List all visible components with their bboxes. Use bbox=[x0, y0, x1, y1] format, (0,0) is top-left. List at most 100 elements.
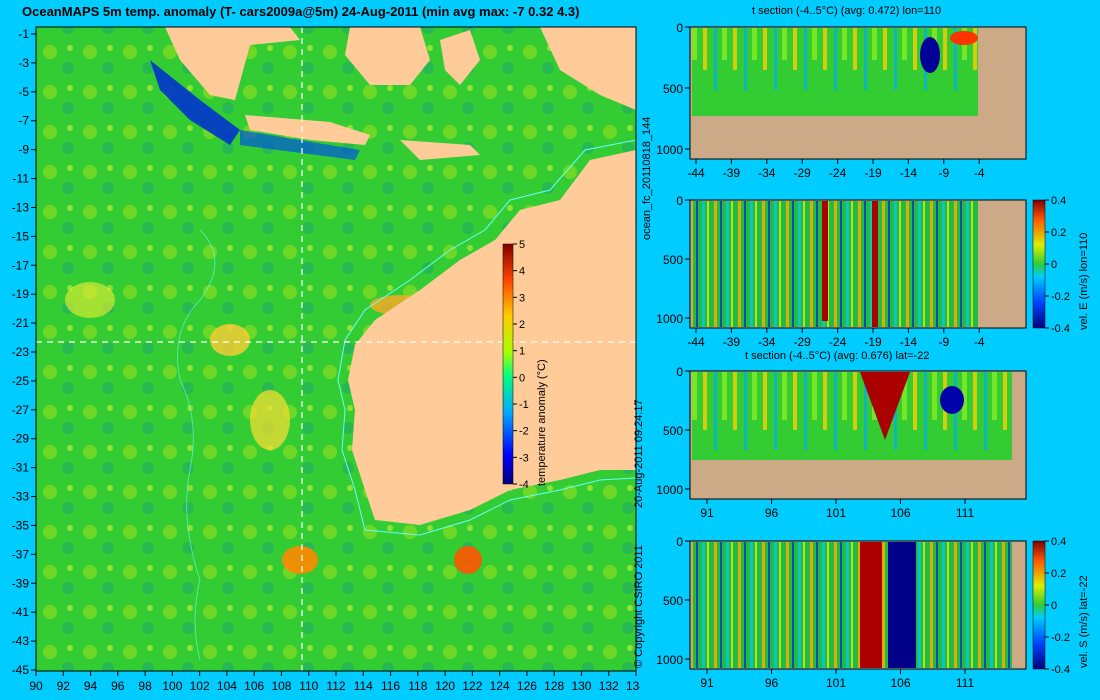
colorbar-tick-label: 3 bbox=[519, 292, 525, 304]
lon-tick-label: 116 bbox=[381, 679, 400, 693]
panel2-frame bbox=[689, 199, 1027, 329]
x-tick-label: -34 bbox=[758, 335, 776, 349]
y-tick-label: 0 bbox=[676, 535, 683, 549]
lat-tick-label: -17 bbox=[12, 258, 30, 272]
map-title: OceanMAPS 5m temp. anomaly (T- cars2009a… bbox=[22, 4, 580, 19]
lat-tick-label: -33 bbox=[12, 490, 30, 504]
lat-tick-label: -9 bbox=[18, 143, 29, 157]
y-tick-label: 1000 bbox=[656, 312, 683, 326]
x-tick-label: 111 bbox=[956, 676, 975, 690]
x-tick-label: -9 bbox=[938, 335, 949, 349]
temperature-map: 90 92 94 96 98 100 102 104 106 108 110 112 114 116 118… bbox=[12, 26, 640, 693]
cbar-tick-label: -0.4 bbox=[1051, 323, 1070, 335]
land-islands bbox=[400, 140, 480, 160]
lat-tick-label: -7 bbox=[18, 114, 29, 128]
land-sumatra bbox=[165, 27, 300, 100]
panel-axes: -44 -39 -34 -29 -24 -19 -14 -9 -4 0 500 1000 -44 -39 -… bbox=[656, 21, 1070, 690]
colorbar-tick-label: -3 bbox=[519, 452, 529, 464]
cool-anomaly bbox=[150, 60, 240, 145]
cbar-tick-label: -0.2 bbox=[1051, 291, 1070, 303]
lat-tick-label: -15 bbox=[12, 229, 30, 243]
x-tick-label: -29 bbox=[794, 166, 812, 180]
panel4-colorbar bbox=[1032, 540, 1046, 670]
cold-core bbox=[920, 37, 940, 73]
lon-tick-label: 112 bbox=[326, 679, 345, 693]
x-tick-label: 91 bbox=[700, 676, 714, 690]
y-tick-label: 1000 bbox=[656, 483, 683, 497]
y-tick-label: 500 bbox=[663, 424, 683, 438]
colorbar-tick-label: 0 bbox=[519, 372, 525, 384]
map-plot-area bbox=[35, 26, 637, 672]
x-tick-label: -39 bbox=[723, 166, 741, 180]
colorbar-label: temperature anomaly (°C) bbox=[536, 359, 548, 486]
lat-tick-label: -13 bbox=[12, 200, 30, 214]
colorbar-tick-label: -4 bbox=[519, 479, 529, 491]
lon-tick-label: 106 bbox=[244, 679, 264, 693]
y-tick-label: 1000 bbox=[656, 143, 683, 157]
lon-tick-label: 104 bbox=[217, 679, 237, 693]
panel2-colorbar bbox=[1032, 199, 1046, 329]
lat-tick-label: -25 bbox=[12, 374, 30, 388]
cbar-tick-label: 0 bbox=[1051, 600, 1057, 612]
cbar-tick-label: 0 bbox=[1051, 259, 1057, 271]
cbar-tick-label: -0.4 bbox=[1051, 664, 1070, 676]
lat-tick-label: -45 bbox=[12, 663, 30, 677]
lon-tick-label: 114 bbox=[354, 679, 373, 693]
panel1-frame bbox=[689, 26, 1027, 160]
lon-tick-label: 90 bbox=[29, 679, 43, 693]
warm-eddy bbox=[250, 390, 290, 450]
panel2-plot bbox=[689, 199, 1046, 329]
lat-tick-label: -39 bbox=[12, 576, 30, 590]
lon-tick-label: 92 bbox=[57, 679, 71, 693]
panel1-title: t section (-4..5°C) (avg: 0.472) lon=110 bbox=[752, 5, 942, 17]
colorbar-tick-label: 2 bbox=[519, 319, 525, 331]
y-tick-label: 0 bbox=[676, 194, 683, 208]
temp-section bbox=[692, 372, 1012, 460]
x-tick-label: -4 bbox=[974, 166, 985, 180]
cool-anomaly bbox=[240, 130, 360, 160]
lon-tick-label: 100 bbox=[162, 679, 182, 693]
lat-tick-label: -37 bbox=[12, 547, 30, 561]
lon-tick-label: 102 bbox=[190, 679, 210, 693]
x-tick-label: 106 bbox=[890, 506, 910, 520]
x-tick-label: -44 bbox=[687, 335, 705, 349]
land-java bbox=[245, 115, 370, 145]
lon-tick-label: 126 bbox=[517, 679, 537, 693]
vel-section bbox=[692, 542, 1012, 668]
x-tick-label: -44 bbox=[687, 166, 705, 180]
colorbar-tick-label: 1 bbox=[519, 346, 525, 358]
lon-tick-label: 134 bbox=[626, 679, 640, 693]
lon-tick-label: 98 bbox=[138, 679, 152, 693]
lon-tick-label: 128 bbox=[544, 679, 564, 693]
x-tick-label: -24 bbox=[829, 335, 847, 349]
lon-tick-label: 122 bbox=[462, 679, 482, 693]
lat-tick-label: -27 bbox=[12, 403, 30, 417]
colorbar-tick-label: 4 bbox=[519, 266, 525, 278]
warm-eddy bbox=[454, 546, 482, 574]
warm-core bbox=[950, 31, 978, 45]
y-tick-label: 500 bbox=[663, 82, 683, 96]
map-axes: 90 92 94 96 98 100 102 104 106 108 110 112 114 116 118… bbox=[12, 27, 640, 693]
panel3-plot bbox=[689, 370, 1027, 500]
lat-tick-label: -19 bbox=[12, 287, 30, 301]
x-tick-label: 91 bbox=[700, 506, 714, 520]
strong-north bbox=[888, 542, 916, 668]
panel2-cbar-label: vel. E (m/s) lon=110 bbox=[1078, 233, 1090, 330]
y-tick-label: 1000 bbox=[656, 653, 683, 667]
lon-tick-label: 96 bbox=[111, 679, 125, 693]
lat-tick-label: -1 bbox=[18, 27, 29, 41]
strong-east bbox=[872, 201, 878, 327]
warm-eddy bbox=[210, 324, 250, 356]
x-tick-label: -39 bbox=[723, 335, 741, 349]
lat-tick-label: -5 bbox=[18, 85, 29, 99]
x-tick-label: 101 bbox=[826, 676, 846, 690]
x-tick-label: -34 bbox=[758, 166, 776, 180]
lon-tick-label: 120 bbox=[435, 679, 455, 693]
colorbar-tick-label: -1 bbox=[519, 399, 529, 411]
y-tick-label: 500 bbox=[663, 253, 683, 267]
land-newguinea bbox=[540, 27, 636, 110]
lat-tick-label: -29 bbox=[12, 432, 30, 446]
x-tick-label: 96 bbox=[765, 506, 779, 520]
colorbar-tick-label: 5 bbox=[519, 239, 525, 251]
x-tick-label: -19 bbox=[864, 335, 882, 349]
